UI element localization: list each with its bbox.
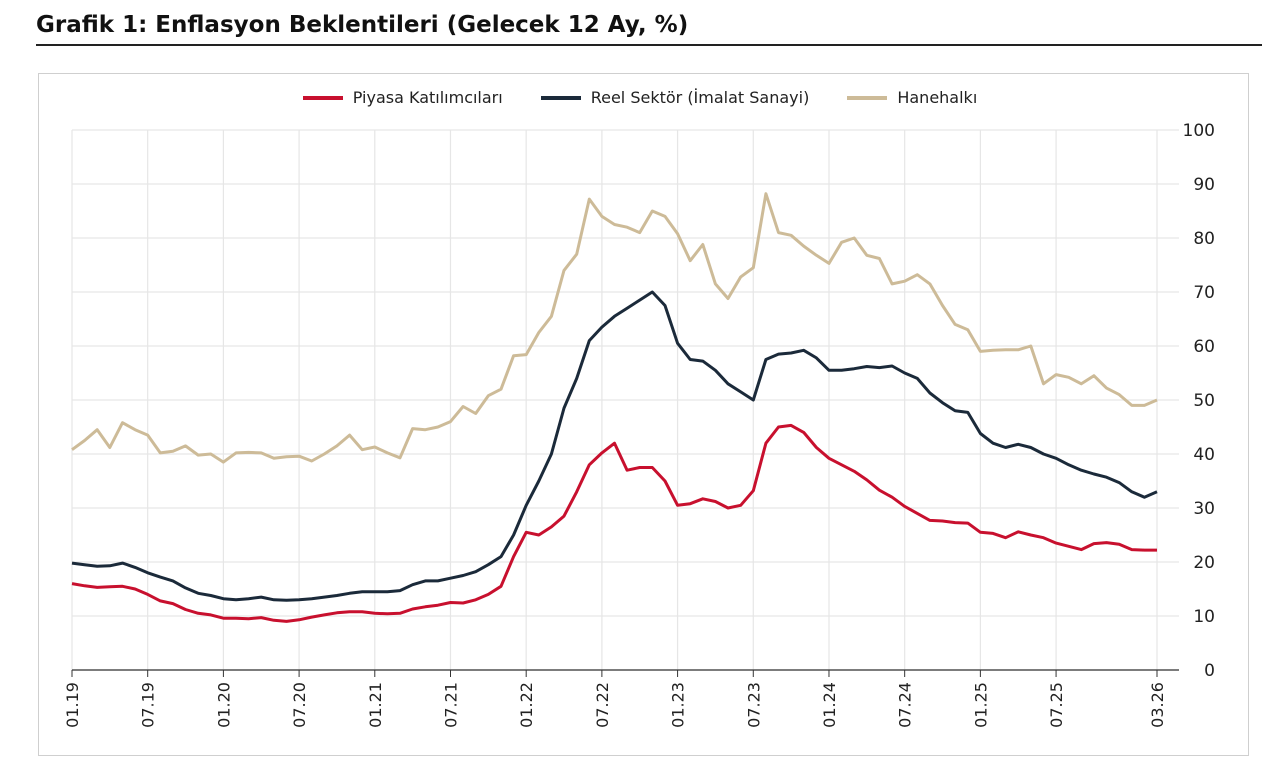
x-tick-label: 07.21	[441, 682, 460, 728]
x-tick-label: 03.26	[1148, 682, 1167, 728]
y-tick-label: 90	[1193, 175, 1215, 195]
y-tick-label: 50	[1193, 391, 1215, 411]
legend-item-piyasa: Piyasa Katılımcıları	[302, 88, 503, 107]
x-tick-label: 07.22	[593, 682, 612, 728]
y-tick-label: 100	[1183, 121, 1215, 141]
legend-label: Hanehalkı	[897, 88, 978, 107]
y-tick-label: 70	[1193, 283, 1215, 303]
x-tick-label: 01.24	[820, 682, 839, 728]
x-tick-label: 01.20	[214, 682, 233, 728]
y-tick-label: 80	[1193, 229, 1215, 249]
legend-swatch	[847, 95, 888, 100]
x-tick-label: 01.22	[517, 682, 536, 728]
legend: Piyasa Katılımcıları Reel Sektör (İmalat…	[0, 88, 1280, 107]
x-tick-label: 07.23	[744, 682, 763, 728]
x-tick-label: 01.21	[366, 682, 385, 728]
x-tick-label: 07.19	[139, 682, 158, 728]
chart-frame	[38, 73, 1249, 756]
title-rule	[36, 44, 1262, 46]
x-tick-label: 01.19	[63, 682, 82, 728]
x-tick-label: 01.23	[669, 682, 688, 728]
y-tick-label: 30	[1193, 499, 1215, 519]
series-line-0	[71, 423, 1157, 623]
series-line-1	[71, 290, 1158, 602]
y-tick-label: 0	[1204, 661, 1215, 681]
y-tick-label: 10	[1193, 607, 1215, 627]
series-line-2	[71, 192, 1158, 464]
y-tick-label: 60	[1193, 337, 1215, 357]
y-tick-label: 20	[1193, 553, 1215, 573]
legend-swatch	[302, 95, 343, 100]
legend-swatch	[540, 95, 581, 100]
legend-item-hanehalki: Hanehalkı	[847, 88, 977, 107]
x-tick-label: 07.24	[896, 682, 915, 728]
legend-label: Piyasa Katılımcıları	[352, 88, 503, 107]
x-tick-label: 07.20	[290, 682, 309, 728]
x-tick-label: 07.25	[1047, 682, 1066, 728]
y-tick-label: 40	[1193, 445, 1215, 465]
chart-title: Grafik 1: Enflasyon Beklentileri (Gelece…	[36, 12, 689, 38]
x-tick-label: 01.25	[971, 682, 990, 728]
legend-label: Reel Sektör (İmalat Sanayi)	[590, 88, 810, 107]
legend-item-reel-sektor: Reel Sektör (İmalat Sanayi)	[540, 88, 810, 107]
